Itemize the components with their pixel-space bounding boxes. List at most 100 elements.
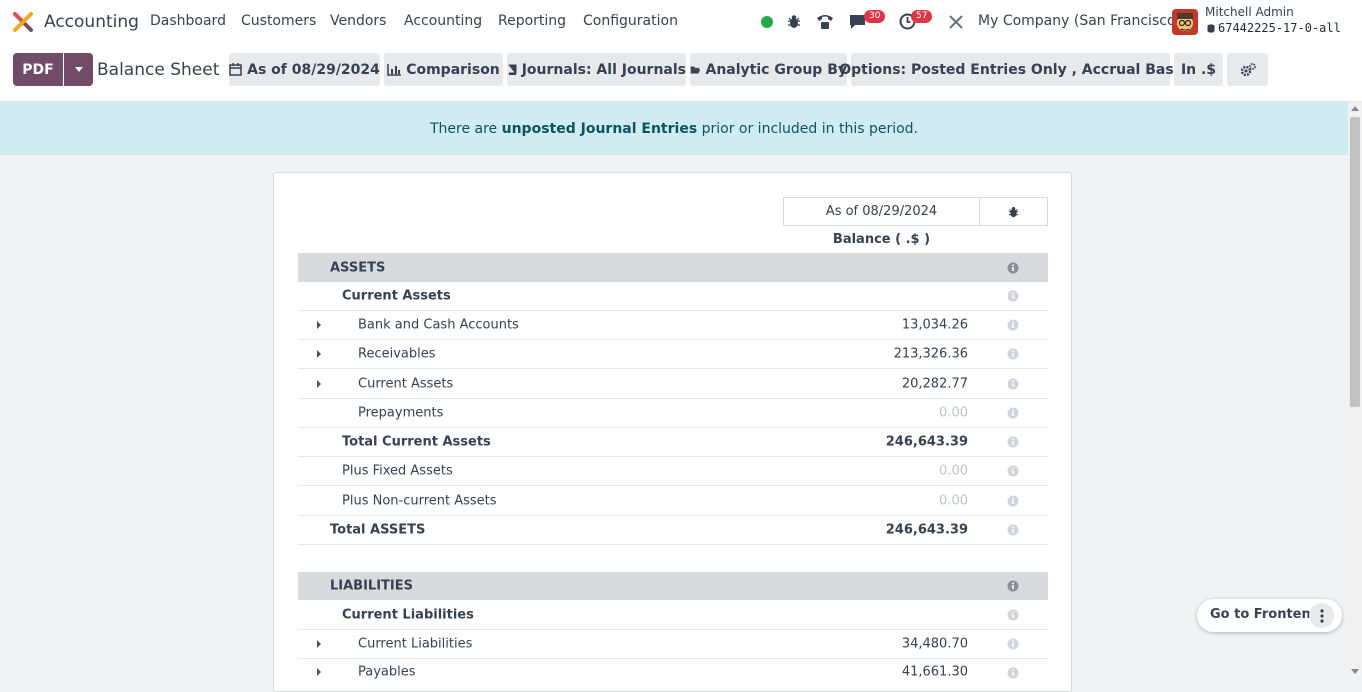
row-label: Current Liabilities [342, 607, 474, 622]
table-row[interactable]: Current Liabilities [298, 600, 1048, 630]
currency-button[interactable]: In .$ [1174, 53, 1223, 86]
scroll-down-arrow[interactable] [1351, 669, 1359, 674]
row-amount[interactable]: 34,480.70 [901, 636, 968, 652]
presence-status-icon[interactable] [761, 0, 773, 44]
menu-configuration[interactable]: Configuration [583, 13, 678, 29]
info-icon[interactable] [1007, 378, 1019, 390]
expand-caret-icon[interactable] [317, 350, 321, 358]
table-row[interactable]: Receivables 213,326.36 [298, 340, 1048, 369]
info-icon[interactable] [1007, 319, 1019, 331]
row-label: Current Assets [342, 288, 451, 304]
date-column-header[interactable]: As of 08/29/2024 [783, 197, 980, 226]
unposted-entries-link[interactable]: unposted Journal Entries [501, 120, 698, 137]
options-filter-button[interactable]: Options: Posted Entries Only , Accrual B… [839, 53, 1187, 86]
row-amount[interactable]: 213,326.36 [893, 346, 968, 362]
journals-filter-button[interactable]: Journals: All Journals [507, 53, 686, 86]
phone-icon[interactable] [815, 13, 835, 30]
expand-caret-icon[interactable] [317, 321, 321, 329]
comparison-button[interactable]: Comparison [384, 53, 503, 86]
options-filter-label: Options: Posted Entries Only , Accrual B… [839, 61, 1187, 78]
settings-button[interactable] [1227, 53, 1268, 86]
table-row[interactable]: Current Assets [298, 282, 1048, 311]
info-icon[interactable] [1007, 465, 1019, 477]
info-icon[interactable] [1007, 667, 1019, 679]
user-name[interactable]: Mitchell Admin [1205, 5, 1294, 19]
row-amount: 0.00 [939, 463, 968, 479]
info-icon[interactable] [1007, 407, 1019, 419]
debug-bug-icon[interactable] [787, 14, 801, 29]
table-row[interactable]: Total ASSETS 246,643.39 [298, 516, 1048, 545]
kebab-menu-icon [1319, 608, 1324, 623]
info-icon[interactable] [1007, 290, 1019, 302]
info-icon[interactable] [1007, 495, 1019, 507]
row-label: Plus Fixed Assets [342, 463, 453, 479]
row-amount[interactable]: 13,034.26 [901, 317, 968, 333]
row-amount: 246,643.39 [885, 522, 968, 538]
page-title: Balance Sheet [97, 60, 220, 80]
go-to-frontend-button[interactable]: Go to Frontend [1210, 607, 1321, 622]
info-icon[interactable] [1007, 609, 1019, 621]
table-row[interactable]: Current Assets 20,282.77 [298, 369, 1048, 399]
tools-icon[interactable] [948, 14, 964, 30]
menu-vendors[interactable]: Vendors [330, 13, 387, 29]
table-row[interactable]: Plus Non-current Assets 0.00 [298, 486, 1048, 516]
row-label: LIABILITIES [330, 578, 413, 594]
section-row-assets[interactable]: ASSETS [298, 253, 1048, 282]
row-label: Plus Non-current Assets [342, 493, 497, 508]
pdf-button[interactable]: PDF [13, 53, 63, 86]
expand-caret-icon[interactable] [317, 668, 321, 676]
database-icon [1207, 24, 1215, 33]
table-row[interactable]: Current Liabilities 34,480.70 [298, 630, 1048, 659]
gears-icon [1240, 62, 1256, 76]
date-filter-label: As of 08/29/2024 [247, 61, 380, 78]
balance-column-subheader: Balance ( .$ ) [832, 232, 931, 247]
debug-column-header[interactable] [979, 197, 1048, 226]
info-icon[interactable] [1007, 580, 1019, 592]
table-row[interactable]: Prepayments 0.00 [298, 399, 1048, 428]
date-filter-button[interactable]: As of 08/29/2024 [229, 53, 380, 86]
bar-chart-icon [387, 63, 402, 76]
control-panel: PDF Balance Sheet As of 08/29/2024 Compa… [0, 44, 1362, 102]
info-icon[interactable] [1007, 348, 1019, 360]
app-name[interactable]: Accounting [44, 12, 139, 32]
messages-badge: 30 [864, 10, 886, 23]
messages-icon[interactable] [848, 13, 867, 30]
vertical-scrollbar[interactable] [1348, 102, 1362, 679]
more-options-button[interactable] [1309, 603, 1334, 628]
table-row[interactable]: Total Current Assets 246,643.39 [298, 428, 1048, 457]
user-avatar[interactable] [1172, 9, 1198, 35]
book-icon [508, 64, 517, 75]
info-icon[interactable] [1007, 524, 1019, 536]
caret-down-icon [74, 67, 83, 72]
row-label: Receivables [358, 346, 436, 362]
accounting-app-icon[interactable] [12, 11, 34, 33]
menu-dashboard[interactable]: Dashboard [150, 13, 226, 29]
expand-caret-icon[interactable] [317, 640, 321, 648]
menu-accounting[interactable]: Accounting [404, 13, 483, 29]
row-amount[interactable]: 20,282.77 [901, 376, 968, 391]
row-amount: 246,643.39 [885, 434, 968, 450]
row-amount[interactable]: 41,661.30 [901, 664, 968, 680]
journals-filter-label: Journals: All Journals [521, 61, 686, 78]
pdf-dropdown-toggle[interactable] [64, 53, 93, 86]
expand-caret-icon[interactable] [317, 379, 321, 388]
database-name: 67442225-17-0-all [1218, 21, 1341, 35]
row-label: Total ASSETS [330, 522, 426, 538]
section-row-liabilities[interactable]: LIABILITIES [298, 572, 1048, 600]
menu-customers[interactable]: Customers [241, 13, 317, 29]
table-row[interactable]: Payables 41,661.30 [298, 659, 1048, 679]
analytic-groupby-label: Analytic Group By [705, 61, 847, 78]
scroll-up-arrow[interactable] [1351, 106, 1359, 111]
info-icon[interactable] [1007, 638, 1019, 650]
info-icon[interactable] [1007, 436, 1019, 448]
table-row[interactable]: Bank and Cash Accounts 13,034.26 [298, 311, 1048, 340]
company-switcher[interactable]: My Company (San Francisco) [978, 13, 1181, 29]
row-label: Total Current Assets [342, 434, 491, 450]
table-row[interactable]: Plus Fixed Assets 0.00 [298, 457, 1048, 486]
row-label: ASSETS [330, 260, 386, 275]
row-label: Bank and Cash Accounts [358, 317, 519, 333]
analytic-groupby-button[interactable]: Analytic Group By [690, 53, 847, 86]
menu-reporting[interactable]: Reporting [498, 13, 567, 29]
info-icon[interactable] [1007, 262, 1019, 274]
scroll-thumb[interactable] [1350, 117, 1360, 407]
